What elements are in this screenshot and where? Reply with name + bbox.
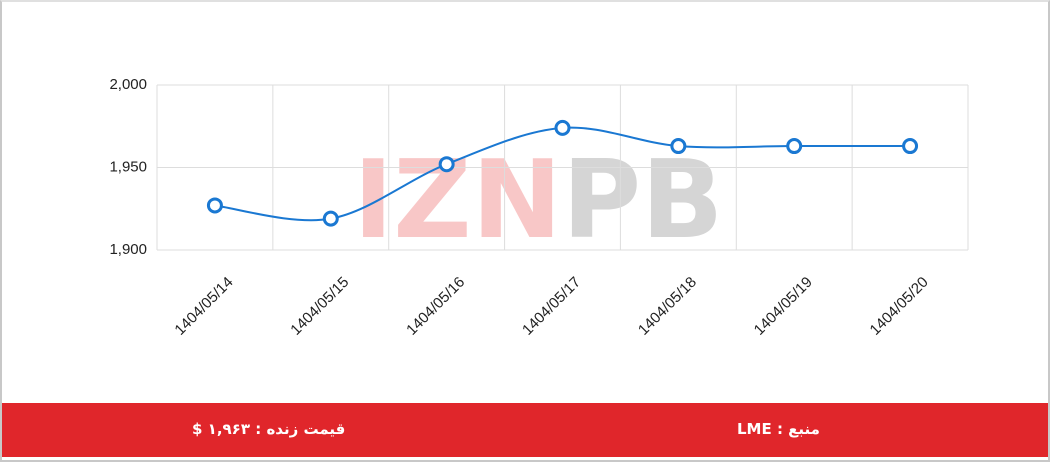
point <box>322 210 339 227</box>
point <box>554 119 571 136</box>
point <box>438 156 455 173</box>
x-tick-label: 1404/05/15 <box>287 274 352 339</box>
y-tick-label: 1,950 <box>109 158 147 175</box>
point <box>902 138 919 155</box>
watermark: PB <box>562 138 723 263</box>
point <box>786 138 803 155</box>
watermark: IZN <box>353 138 562 263</box>
point <box>206 197 223 214</box>
chart: IZN PB 1,900 1,950 2,000 1404/05/14 1404/05/… <box>109 76 969 339</box>
point <box>670 138 687 155</box>
x-tick-label: 1404/05/18 <box>635 274 700 339</box>
source: منبع : LME <box>737 420 820 438</box>
y-tick-label: 2,000 <box>109 76 147 93</box>
x-tick-label: 1404/05/16 <box>403 274 468 339</box>
y-tick-label: 1,900 <box>109 241 147 258</box>
x-tick-label: 1404/05/20 <box>867 274 932 339</box>
x-tick-label: 1404/05/17 <box>519 274 584 339</box>
footer-bar: قیمت زنده : ۱,۹۶۳ $ منبع : LME <box>2 403 1048 457</box>
live-price: قیمت زنده : ۱,۹۶۳ $ <box>192 420 346 438</box>
x-tick-label: 1404/05/14 <box>171 274 236 339</box>
x-tick-label: 1404/05/19 <box>751 274 816 339</box>
